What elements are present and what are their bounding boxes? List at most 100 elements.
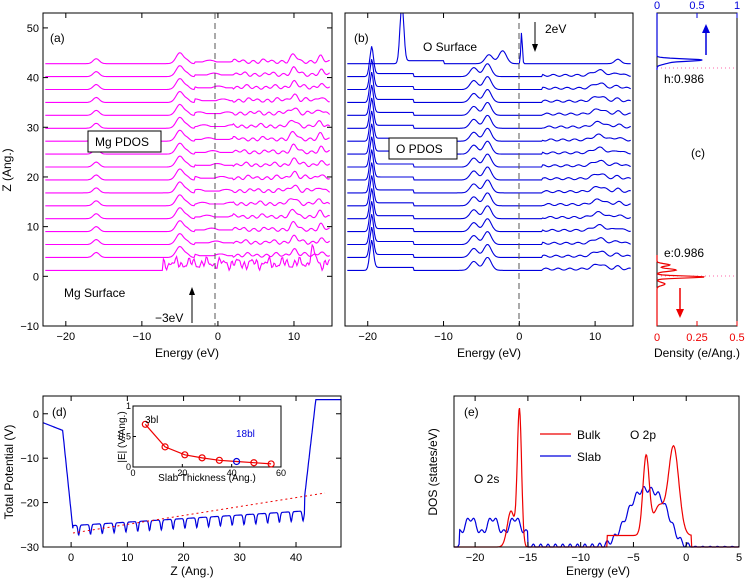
panel-b-label: (b)	[354, 31, 369, 45]
panel-d-ylabel: Total Potential (V)	[2, 425, 16, 520]
panel-d-xtick-label: 0	[68, 552, 74, 564]
panel-a-ytick-label: 30	[27, 122, 39, 134]
panel-e-xtick-label: 5	[736, 552, 742, 564]
o2p-label: O 2p	[630, 428, 656, 442]
mg-pdos-layer-7	[45, 168, 330, 181]
inset-ytick-label: 0.5	[118, 432, 131, 442]
inset-point	[233, 457, 241, 466]
o-pdos-layer-0	[347, 239, 631, 271]
shift-arrowhead-b	[532, 44, 538, 52]
inset-point	[141, 420, 149, 428]
inset-point	[181, 451, 189, 459]
o-pdos-layer-12	[347, 84, 631, 116]
o-pdos-layer-1	[347, 226, 631, 258]
mg-pdos-layer-4	[45, 207, 330, 220]
panel-a-ytick-label: 50	[27, 23, 39, 35]
legend-box-b	[388, 137, 458, 160]
panel-c-bottom-ticks: 0 0.25 0.5	[654, 321, 745, 344]
panel-a-xtick-label: 0	[215, 331, 221, 343]
panel-b-xtick-label: 10	[589, 331, 601, 343]
panel-e: −20 −15 −10 −5 0 5 (e) Bulk Slab O 2s O 2p En…	[426, 395, 742, 578]
inset-xtick-label: 20	[177, 468, 187, 478]
inset-point	[161, 443, 169, 451]
panel-e-xtick-label: 0	[683, 552, 689, 564]
panel-d-xticks: 0 10 20 30 40	[68, 396, 302, 564]
panel-d-ytick-label: −20	[20, 498, 39, 510]
panel-d-xtick-label: 40	[290, 552, 302, 564]
inset-plot: 0 20 40 60 0 0.5 1	[118, 401, 286, 478]
total-potential-curve	[42, 399, 341, 537]
inset-point	[250, 459, 258, 467]
o-pdos-layer-15	[347, 46, 631, 78]
mg-pdos-layer-11	[45, 116, 331, 129]
mg-surface-label: Mg Surface	[64, 286, 126, 300]
o-pdos-layer-7	[347, 149, 631, 181]
panel-b-frame	[344, 12, 634, 327]
legend-slab: Slab	[577, 450, 601, 464]
panel-b-xticks: −20 −10 0 10	[358, 13, 601, 343]
inset-xtick-label: 0	[130, 468, 135, 478]
inset-first-label: 3bl	[145, 415, 158, 426]
legend-box-a	[87, 130, 162, 153]
panel-a: −20 −10 0 10 −10 0 10 20 30 40 50 (a) Mg PDOS Mg …	[0, 12, 333, 360]
mg-pdos-layer-2	[45, 233, 331, 246]
o-pdos-layer-13	[347, 71, 631, 103]
inset-point	[198, 454, 206, 462]
panel-c-top-tick-label: 0.5	[689, 0, 704, 12]
inset-xlabel: Slab Thickness (Ang.)	[158, 473, 256, 484]
panel-a-yticks: −10 0 10 20 30 40 50	[20, 23, 332, 333]
mg-pdos-layer-14	[45, 78, 331, 91]
panel-c-xlabel: Density (e/Ang.)	[654, 346, 740, 360]
panel-d-ytick-label: 0	[33, 409, 39, 421]
panel-c: 0 0.5 1 0 0.25 0.5 h:0.986 e:0.986 (c) Densi…	[654, 0, 745, 360]
panel-c-bottom-tick-label: 0.5	[729, 332, 744, 344]
electron-density-curve	[656, 255, 705, 326]
panel-b-xtick-label: −10	[434, 331, 453, 343]
panel-d-yticks: −30 −20 −10 0	[20, 409, 341, 554]
mg-pdos-layer-13	[45, 90, 330, 103]
mg-pdos-layer-0	[45, 243, 331, 272]
inset-xtick-label: 60	[276, 468, 286, 478]
o2s-label: O 2s	[474, 472, 499, 486]
panel-d-xtick-label: 30	[234, 552, 246, 564]
mg-pdos-label: Mg PDOS	[95, 135, 149, 149]
mg-pdos-curves	[45, 52, 331, 272]
panel-d: 0 10 20 30 40 −30−20−100 (d) Z (Ang.) Total …	[2, 395, 342, 578]
panel-a-ytick-label: 0	[33, 271, 39, 283]
o-pdos-label: O PDOS	[396, 142, 443, 156]
panel-b: −20 −10 0 10 (b) O PDOS O Surface 2eV Energ…	[344, 12, 634, 360]
panel-a-ytick-label: 40	[27, 73, 39, 85]
panel-d-xtick-label: 10	[121, 552, 133, 564]
inset-xtick-label: 40	[227, 468, 237, 478]
panel-e-xtick-label: −15	[519, 552, 538, 564]
panel-b-xtick-label: −20	[358, 331, 377, 343]
field-fit-line	[72, 492, 326, 534]
panel-a-frame	[42, 12, 333, 327]
o-pdos-layer-16	[347, 12, 631, 65]
panel-c-bottom-tick-label: 0.25	[686, 332, 707, 344]
panel-b-xlabel: Energy (eV)	[457, 346, 521, 360]
panel-d-label: (d)	[52, 405, 67, 419]
inset-ylabel: |E| (V/Ang.)	[117, 411, 128, 462]
o-pdos-layer-14	[347, 59, 631, 91]
o-pdos-curves	[347, 12, 631, 271]
panel-c-top-tick-label: 0	[654, 0, 660, 12]
panel-e-frame	[453, 395, 740, 548]
panel-a-xtick-label: 10	[288, 331, 300, 343]
o-surface-label: O Surface	[423, 40, 477, 54]
panel-c-label: (c)	[691, 146, 705, 160]
o-shift-label: 2eV	[545, 22, 566, 36]
panel-a-xlabel: Energy (eV)	[155, 346, 219, 360]
inset-point	[267, 460, 275, 468]
panel-d-ytick-label: −30	[20, 542, 39, 554]
panel-d-ytick-label: −10	[20, 453, 39, 465]
panel-a-xtick-label: −20	[56, 331, 75, 343]
mg-pdos-layer-5	[45, 194, 331, 207]
panel-a-label: (a)	[50, 31, 65, 45]
panel-e-xticks: −20 −15 −10 −5 0 5	[466, 396, 742, 564]
inset-ytick-label: 0	[126, 462, 131, 472]
panel-c-bottom-tick-label: 0	[654, 332, 660, 344]
electron-arrowhead	[676, 309, 684, 318]
mg-pdos-layer-3	[45, 220, 330, 233]
o-pdos-layer-6	[347, 162, 631, 194]
